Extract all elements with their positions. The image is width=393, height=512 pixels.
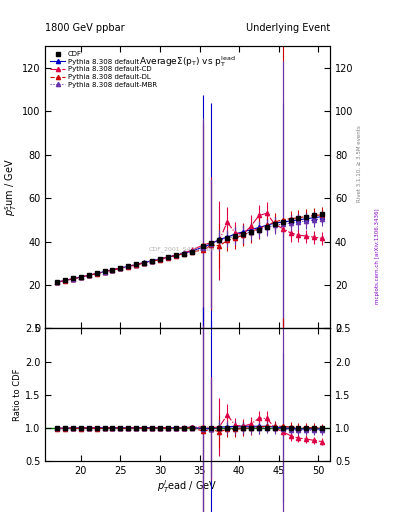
Y-axis label: $p_T^s$um / GeV: $p_T^s$um / GeV bbox=[4, 158, 19, 216]
Text: Underlying Event: Underlying Event bbox=[246, 23, 330, 33]
Text: CDF_2001_S4751469: CDF_2001_S4751469 bbox=[149, 247, 215, 252]
Text: Average$\Sigma$(p$_\mathregular{T}$) vs p$_\mathregular{T}^{\rm lead}$: Average$\Sigma$(p$_\mathregular{T}$) vs … bbox=[140, 55, 236, 70]
Text: mcplots.cern.ch [arXiv:1306.3436]: mcplots.cern.ch [arXiv:1306.3436] bbox=[375, 208, 380, 304]
X-axis label: $p_T^l$ead / GeV: $p_T^l$ead / GeV bbox=[158, 478, 218, 495]
Y-axis label: Ratio to CDF: Ratio to CDF bbox=[13, 368, 22, 421]
Text: Rivet 3.1.10, ≥ 3.5M events: Rivet 3.1.10, ≥ 3.5M events bbox=[357, 125, 362, 202]
Legend: CDF, Pythia 8.308 default, Pythia 8.308 default-CD, Pythia 8.308 default-DL, Pyt: CDF, Pythia 8.308 default, Pythia 8.308 … bbox=[49, 50, 159, 89]
Text: 1800 GeV ppbar: 1800 GeV ppbar bbox=[45, 23, 125, 33]
